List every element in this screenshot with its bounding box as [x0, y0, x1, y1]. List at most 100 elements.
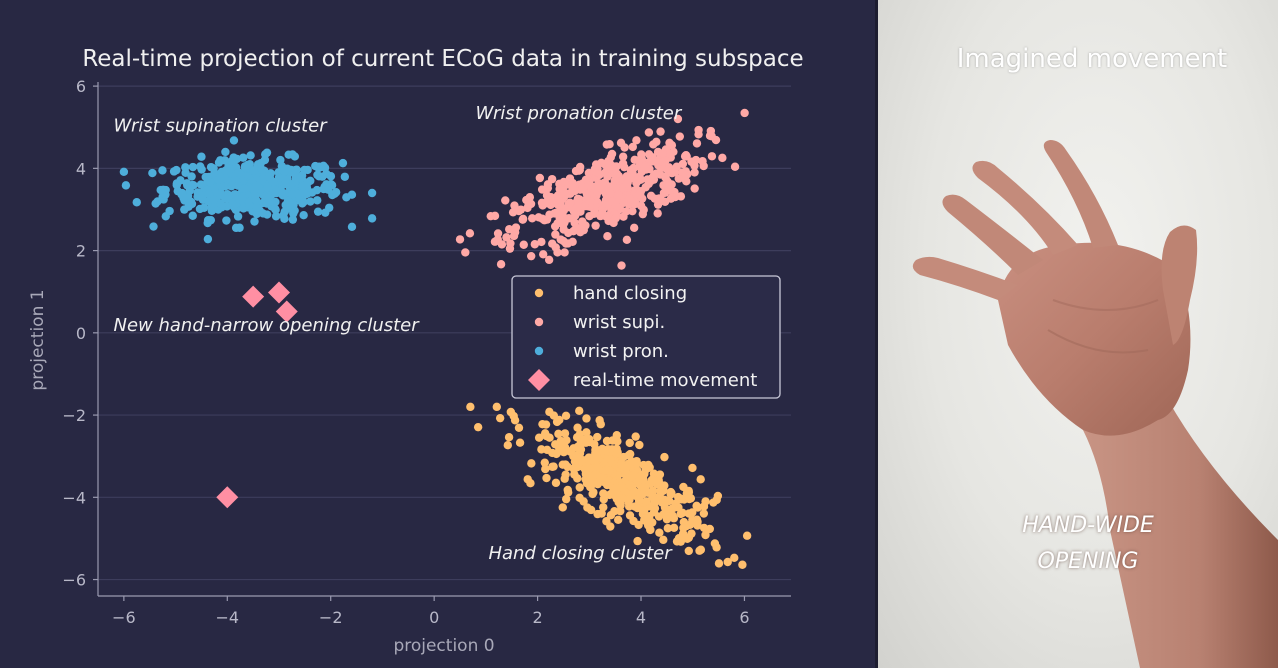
y-tick-label: −6	[62, 571, 86, 590]
data-point	[707, 152, 717, 161]
data-point	[258, 174, 267, 184]
data-point	[264, 193, 274, 202]
data-point	[291, 165, 300, 175]
data-point	[496, 260, 506, 269]
data-point	[509, 231, 519, 241]
data-point	[233, 181, 243, 190]
data-point	[573, 203, 582, 212]
data-point	[553, 248, 562, 257]
data-point	[607, 197, 617, 206]
data-point	[527, 459, 536, 468]
data-point	[161, 212, 170, 221]
data-point	[582, 414, 591, 423]
data-point	[652, 137, 661, 147]
data-point	[669, 523, 679, 532]
data-point	[206, 215, 216, 225]
data-point	[574, 197, 583, 206]
data-point	[680, 174, 689, 183]
data-point	[314, 163, 324, 173]
data-point	[595, 416, 604, 425]
data-point	[684, 546, 693, 556]
data-point	[648, 157, 658, 166]
data-point	[229, 136, 239, 145]
data-point	[593, 432, 602, 442]
imagined-movement-title: Imagined movement	[956, 44, 1228, 74]
data-point	[249, 166, 258, 175]
data-point	[179, 193, 188, 203]
data-point	[581, 175, 591, 184]
data-point	[347, 190, 357, 199]
x-tick-label: 4	[636, 608, 646, 627]
data-point	[642, 497, 651, 506]
data-point	[742, 531, 752, 540]
data-point	[555, 415, 564, 425]
data-point	[630, 155, 639, 165]
data-point	[564, 214, 574, 223]
data-point	[657, 487, 667, 496]
data-point	[537, 237, 546, 247]
data-point	[591, 470, 600, 479]
data-point	[617, 261, 626, 270]
data-point	[625, 438, 634, 448]
data-point	[663, 524, 673, 533]
data-point	[658, 149, 667, 158]
data-point	[626, 481, 635, 491]
data-point	[678, 508, 687, 518]
data-point	[647, 475, 657, 485]
data-point	[181, 163, 190, 172]
data-point	[555, 444, 565, 453]
data-point	[233, 212, 243, 221]
data-point	[631, 432, 640, 441]
data-point	[121, 181, 131, 190]
data-point	[684, 533, 694, 542]
data-point	[593, 479, 602, 489]
y-tick-label: 6	[76, 77, 86, 96]
data-point	[300, 165, 309, 175]
data-point	[565, 447, 574, 456]
data-point	[607, 149, 617, 159]
data-point	[679, 523, 688, 533]
data-point	[619, 452, 628, 462]
data-point	[563, 485, 572, 495]
data-point	[203, 234, 213, 244]
data-point	[204, 189, 213, 199]
data-point	[210, 169, 219, 178]
data-point	[158, 166, 167, 175]
data-point	[613, 447, 622, 457]
data-point	[613, 437, 622, 446]
data-point	[638, 490, 647, 499]
data-point	[573, 423, 582, 432]
data-point	[696, 475, 705, 484]
data-point	[321, 208, 330, 217]
data-point	[606, 511, 616, 520]
data-point	[188, 162, 198, 172]
data-point	[684, 486, 693, 496]
data-point	[664, 496, 674, 506]
data-point	[641, 161, 650, 171]
y-tick-label: −4	[62, 488, 86, 507]
data-point	[612, 182, 621, 192]
data-point	[187, 172, 196, 181]
data-point	[579, 182, 589, 191]
data-point	[245, 197, 254, 206]
cluster-annotations: Wrist supination cluster Wrist pronation …	[114, 103, 683, 564]
data-point	[257, 165, 267, 174]
data-point	[653, 494, 663, 503]
data-point	[289, 200, 298, 209]
data-point	[664, 163, 674, 172]
data-point	[607, 489, 616, 498]
data-point	[289, 209, 298, 218]
data-point	[530, 240, 540, 249]
data-point	[655, 528, 664, 537]
data-point	[290, 152, 300, 161]
data-point	[527, 214, 537, 223]
legend-box	[511, 275, 781, 399]
legend-label: hand closing	[573, 283, 687, 304]
data-point	[611, 213, 621, 223]
chart-title: Real-time projection of current ECoG dat…	[82, 46, 803, 72]
data-point	[367, 214, 377, 223]
data-point	[275, 173, 284, 183]
data-point	[556, 436, 565, 446]
data-point	[603, 231, 612, 241]
data-point	[243, 160, 252, 170]
